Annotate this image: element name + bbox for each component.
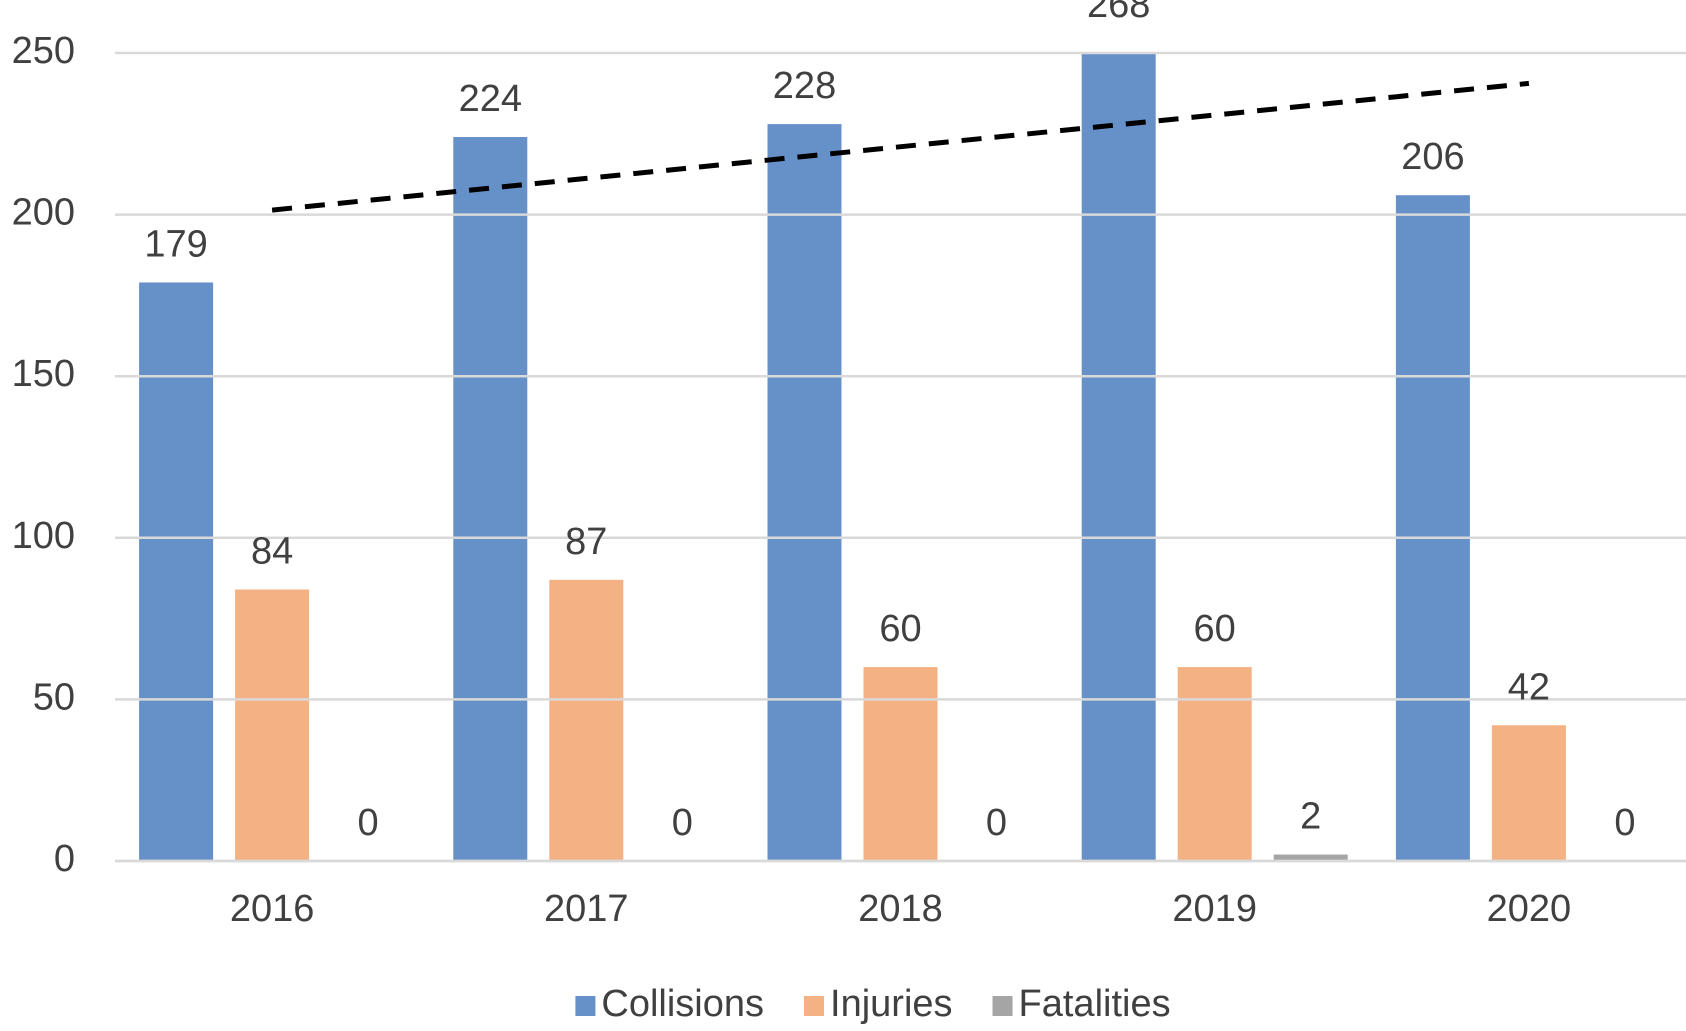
bar: [863, 667, 938, 861]
legend-label: Injuries: [830, 983, 953, 1025]
x-tick-label: 2018: [858, 888, 943, 930]
data-label: 206: [1401, 136, 1464, 178]
bar: [235, 589, 310, 861]
y-tick-label: 100: [12, 515, 75, 557]
data-label: 179: [144, 224, 207, 266]
y-tick-label: 50: [33, 676, 75, 718]
data-label: 60: [879, 608, 921, 650]
bar: [1273, 854, 1348, 861]
data-label: 0: [1614, 802, 1635, 844]
data-label: 42: [1508, 666, 1550, 708]
legend-label: Fatalities: [1019, 983, 1171, 1025]
bar: [767, 124, 842, 861]
data-label: 60: [1194, 608, 1236, 650]
legend-label: Collisions: [601, 983, 764, 1025]
y-tick-label: 150: [12, 353, 75, 395]
legend-swatch: [992, 996, 1013, 1016]
y-tick-label: 0: [54, 838, 75, 880]
data-label: 87: [565, 521, 607, 563]
bar: [1081, 53, 1156, 862]
legend-swatch: [575, 996, 596, 1016]
data-label: 2: [1300, 796, 1321, 838]
bar: [453, 137, 528, 862]
legend-swatch: [804, 996, 825, 1016]
x-tick-label: 2016: [230, 888, 315, 930]
data-label: 268: [1087, 0, 1150, 26]
bar: [139, 282, 214, 861]
bar: [1395, 195, 1470, 861]
data-label: 224: [459, 78, 522, 120]
x-tick-label: 2017: [544, 888, 629, 930]
data-label: 0: [986, 802, 1007, 844]
y-tick-label: 250: [12, 30, 75, 72]
bar: [1177, 667, 1252, 861]
trendline: [271, 80, 1530, 213]
data-label: 228: [773, 65, 836, 107]
plot-area: [139, 53, 1566, 862]
data-label: 0: [672, 802, 693, 844]
data-label: 84: [251, 531, 293, 573]
bar: [1491, 725, 1566, 861]
data-label: 0: [358, 802, 379, 844]
bar: [549, 579, 624, 861]
x-tick-label: 2019: [1172, 888, 1257, 930]
y-tick-label: 200: [12, 192, 75, 234]
x-tick-label: 2020: [1487, 888, 1572, 930]
